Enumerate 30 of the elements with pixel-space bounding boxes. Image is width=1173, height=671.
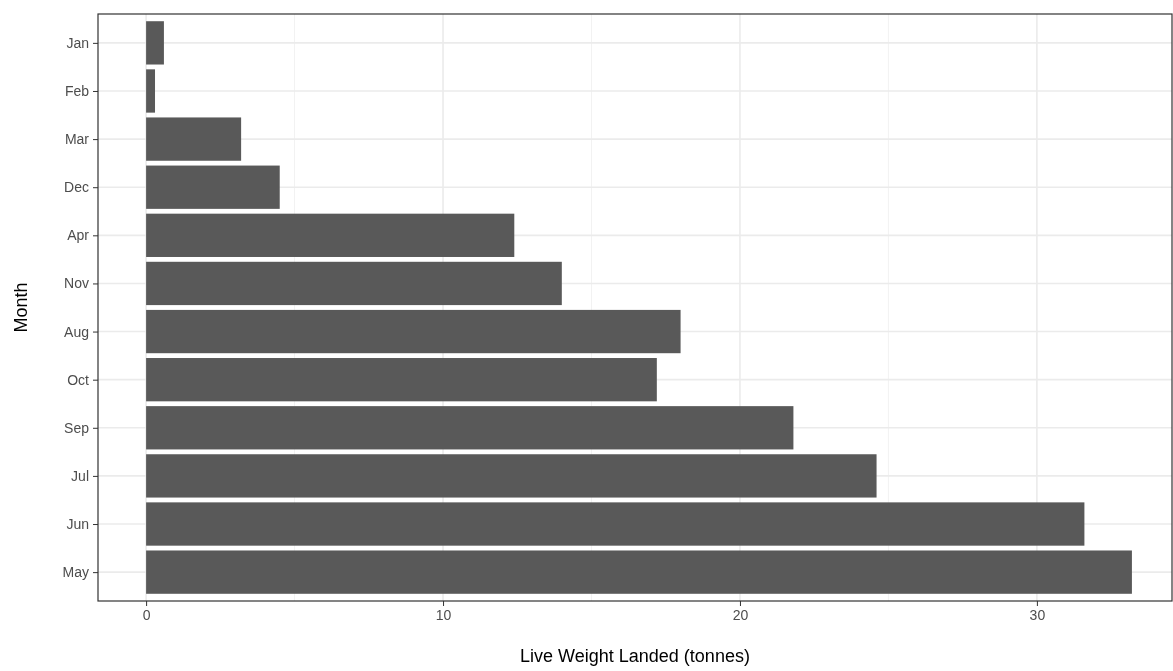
bar — [146, 21, 164, 65]
bar — [146, 309, 681, 354]
bar — [146, 550, 1132, 594]
y-tick-label: Aug — [64, 323, 89, 340]
x-tick-label: 10 — [435, 606, 452, 623]
x-axis-title: Live Weight Landed (tonnes) — [520, 646, 750, 666]
y-tick-label: Feb — [64, 82, 90, 99]
y-tick-label: Apr — [67, 227, 90, 244]
bar — [146, 117, 242, 161]
bar — [146, 213, 515, 257]
y-tick-label: May — [62, 564, 89, 581]
y-tick-label: Dec — [64, 179, 89, 196]
bar — [146, 358, 657, 402]
y-tick-label: Nov — [64, 275, 89, 292]
bar — [146, 69, 156, 113]
x-tick-label: 20 — [732, 606, 749, 623]
bar — [146, 454, 877, 498]
bar — [146, 502, 1085, 546]
bar — [146, 261, 562, 306]
y-tick-label: Oct — [67, 371, 90, 388]
y-axis-title: Month — [11, 282, 31, 333]
x-tick-label: 0 — [142, 606, 151, 623]
x-tick-label: 30 — [1029, 606, 1046, 623]
bar — [146, 165, 280, 209]
y-tick-label: Jul — [71, 467, 89, 484]
y-tick-label: Mar — [64, 131, 90, 148]
y-tick-label: Sep — [64, 419, 90, 436]
bar — [146, 406, 794, 450]
y-tick-label: Jun — [66, 516, 89, 532]
y-tick-label: Jan — [66, 34, 89, 51]
